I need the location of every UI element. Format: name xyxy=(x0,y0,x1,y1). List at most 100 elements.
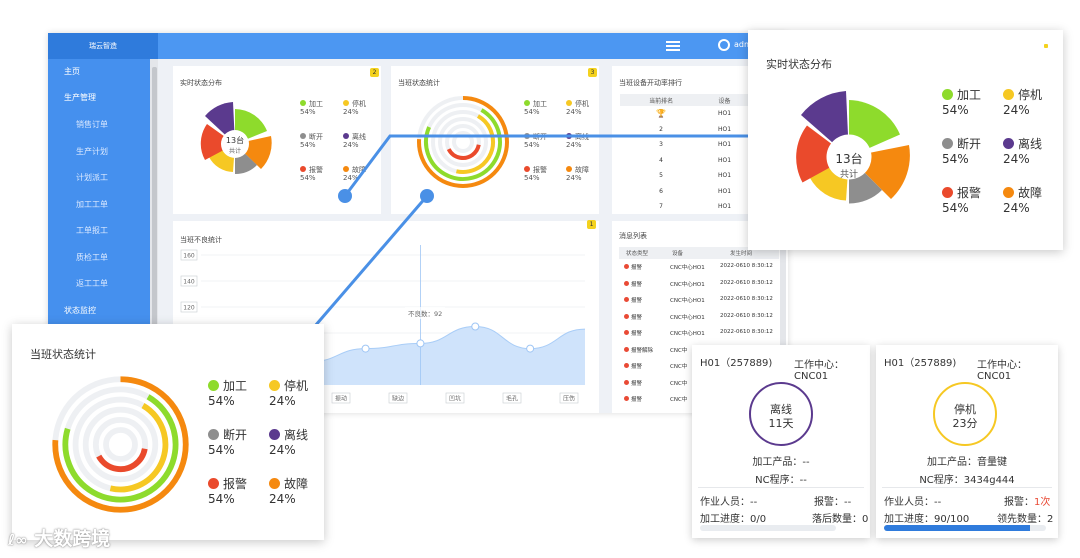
pie-center-value: 13台 xyxy=(225,136,245,145)
sidebar-item-rework[interactable]: 返工工单 xyxy=(76,279,108,288)
sidebar-item-dispatch[interactable]: 计划派工 xyxy=(76,173,108,182)
sidebar-scroll-thumb[interactable] xyxy=(152,67,157,367)
column-header: 当前排名 xyxy=(620,94,703,106)
legend-item: 报警 54% xyxy=(300,166,323,182)
sidebar-item-sales-order[interactable]: 销售订单 xyxy=(76,120,108,129)
trophy-icon: 🏆 xyxy=(656,109,667,119)
x-tick-label: 凹坑 xyxy=(449,395,461,403)
zoom-badge-icon xyxy=(1044,44,1048,48)
alarm-dot-icon xyxy=(624,264,629,269)
device-card-offline[interactable]: H01（257889) 工作中心：CNC01 离线 11天 加工产品：-- NC… xyxy=(692,345,870,538)
column-header: 设备 xyxy=(702,94,747,106)
alarm-dot-icon xyxy=(624,379,629,385)
x-tick-label: 缺边 xyxy=(392,395,404,403)
nc-program: NC程序：-- xyxy=(755,475,807,486)
hamburger-menu-icon[interactable] xyxy=(666,41,680,51)
user-name[interactable]: adm xyxy=(734,40,752,49)
shift-ring-chart xyxy=(417,96,509,188)
sidebar-item-home[interactable]: 主页 xyxy=(64,67,80,76)
legend-item: 故障 24% xyxy=(566,166,589,182)
product-label: 加工产品：-- xyxy=(752,457,810,468)
data-point xyxy=(361,344,370,353)
legend-item: 报警 54% xyxy=(208,477,248,506)
nc-program: NC程序：3434g444 xyxy=(919,475,1015,486)
status-duration: 11天 xyxy=(768,417,794,430)
legend-item: 故障 24% xyxy=(269,477,309,506)
legend-item: 故障 24% xyxy=(343,166,366,182)
watermark: ℓ∞ 大数跨境 xyxy=(8,528,111,550)
status-label: 停机 xyxy=(954,403,976,416)
shift-status-zoom: 当班状态统计 加工 54% 停机 24% 断开 54% 离线 24% 报警 54% 故障 2… xyxy=(12,324,324,540)
x-tick-label: 振动 xyxy=(335,395,347,403)
alarm-dot-icon xyxy=(624,313,629,319)
zoom-title: 实时状态分布 xyxy=(766,58,832,71)
panel-title: 当班状态统计 xyxy=(398,79,440,87)
alarm-dot-icon xyxy=(624,396,629,401)
zoom-title: 当班状态统计 xyxy=(30,348,96,361)
legend-item: 停机 24% xyxy=(566,100,589,116)
status-ring: 离线 11天 xyxy=(749,382,813,446)
sidebar-item-monitor[interactable]: 状态监控 xyxy=(64,306,96,315)
legend-item: 加工 54% xyxy=(942,88,982,117)
lead-count: 落后数量：0 xyxy=(812,514,869,525)
alarm-dot-icon xyxy=(624,346,629,352)
device-id: H01（257889) xyxy=(700,358,773,369)
pie-center-value: 13台 xyxy=(835,152,863,166)
status-pie-chart-large xyxy=(796,91,910,204)
pie-center-label: 共计 xyxy=(228,148,241,155)
panel-title: 当班设备开动率排行 xyxy=(619,79,682,87)
sidebar-item-work-order[interactable]: 加工工单 xyxy=(76,200,108,209)
device-id: H01（257889) xyxy=(884,358,957,369)
alarm-count: 报警：1次 xyxy=(1004,497,1051,508)
sidebar-item-report[interactable]: 工单报工 xyxy=(76,226,108,235)
work-center: 工作中心：CNC01 xyxy=(794,360,844,382)
user-avatar-icon[interactable] xyxy=(718,39,730,51)
chart-tooltip: 不良数：92 xyxy=(405,307,446,319)
device-card-stopped[interactable]: H01（257889) 工作中心：CNC01 停机 23分 加工产品：音量键 N… xyxy=(876,345,1058,538)
data-point xyxy=(416,339,425,348)
legend-item: 报警 54% xyxy=(524,166,547,182)
legend-item: 断开 54% xyxy=(942,137,982,166)
shift-ring-chart-large xyxy=(52,376,189,513)
message-scrollbar[interactable] xyxy=(780,247,786,407)
data-point xyxy=(526,344,535,353)
panel-badge: 2 xyxy=(370,68,379,77)
progress-bar xyxy=(884,525,1046,531)
sidebar-item-production[interactable]: 生产管理 xyxy=(64,93,96,102)
x-tick-label: 毛孔 xyxy=(506,395,518,403)
panel-title: 消息列表 xyxy=(619,232,647,240)
lead-count: 领先数量：2 xyxy=(997,514,1054,525)
legend-item: 停机 24% xyxy=(269,379,309,408)
legend-item: 故障 24% xyxy=(1003,186,1043,215)
data-point xyxy=(471,322,480,331)
alarm-dot-icon xyxy=(624,363,629,368)
sidebar-item-production-plan[interactable]: 生产计划 xyxy=(76,147,108,156)
operator: 作业人员：-- xyxy=(884,497,942,508)
y-tick-label: 160 xyxy=(183,253,195,260)
status-duration: 23分 xyxy=(952,417,978,430)
status-label: 离线 xyxy=(770,403,792,416)
operator: 作业人员：-- xyxy=(700,497,758,508)
progress-text: 加工进度：0/0 xyxy=(700,514,767,525)
status-distribution-zoom: 实时状态分布 13台 共计 加工 54% 停机 24% 断开 54% 离线 24% 报警… xyxy=(748,30,1063,250)
app-logo[interactable]: 瑞云智造 xyxy=(48,33,158,59)
x-tick-label: 压伤 xyxy=(563,395,575,403)
progress-bar xyxy=(700,525,836,531)
legend-item: 断开 54% xyxy=(300,133,323,149)
column-header: 发生时间 xyxy=(730,251,753,257)
legend-item: 加工 54% xyxy=(524,100,547,116)
progress-fill xyxy=(884,525,1030,531)
legend-item: 加工 54% xyxy=(208,379,248,408)
y-tick-label: 120 xyxy=(183,305,195,312)
legend-item: 断开 54% xyxy=(208,428,248,457)
legend-item: 停机 24% xyxy=(1003,88,1043,117)
status-ring: 停机 23分 xyxy=(933,382,997,446)
top-bar: 瑞云智造 adm xyxy=(48,33,788,59)
alarm-count: 报警：-- xyxy=(814,497,852,508)
sidebar-item-inspection[interactable]: 质检工单 xyxy=(76,253,108,262)
column-header: 设备 xyxy=(672,251,684,257)
legend-item: 停机 24% xyxy=(343,100,366,116)
alarm-dot-icon xyxy=(624,297,629,302)
progress-text: 加工进度：90/100 xyxy=(884,514,970,525)
